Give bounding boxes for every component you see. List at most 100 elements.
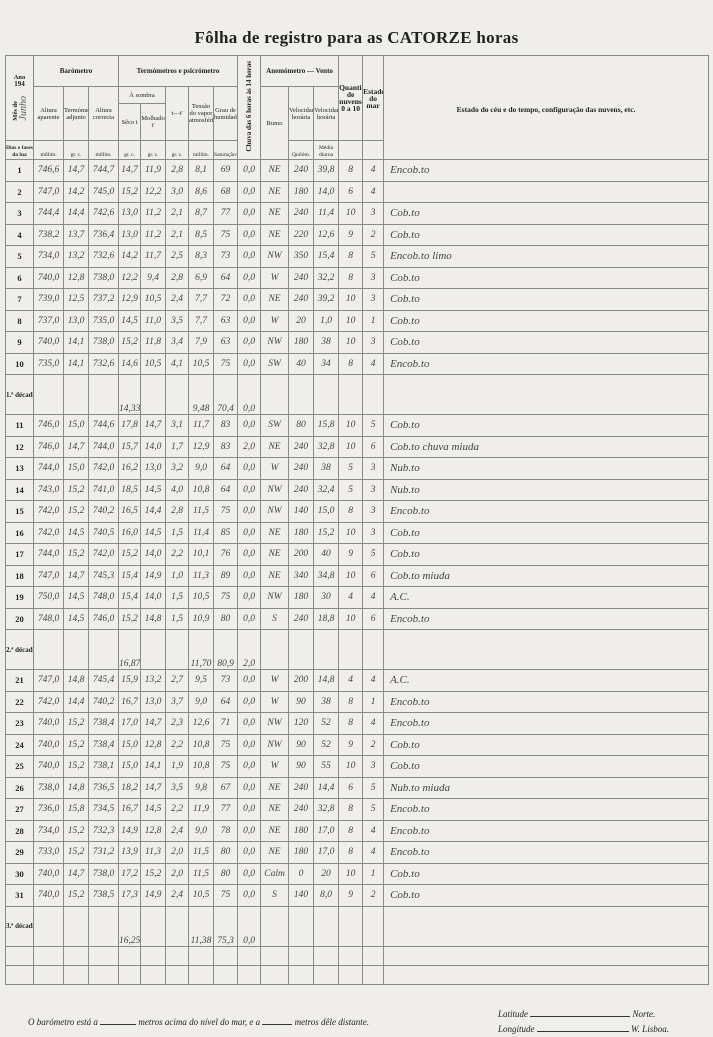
year-value: 194: [14, 79, 25, 88]
blank-row: [5, 945, 710, 966]
reading: 14,9: [140, 564, 167, 587]
reading: 64: [213, 266, 239, 289]
reading: 14,2: [118, 245, 142, 268]
reading: NE: [260, 564, 290, 587]
reading: 2: [362, 223, 385, 246]
sky-state: Encob.to: [383, 352, 710, 375]
sky-header: Estado do céu e do tempo, configuração d…: [383, 55, 710, 160]
reading: 220: [288, 223, 315, 246]
days-header: Dias e fases da lua: [5, 140, 34, 160]
reading: 75: [213, 755, 239, 778]
reading: 5: [362, 543, 385, 566]
reading: 738,0: [33, 776, 64, 799]
reading: 15,0: [63, 414, 89, 437]
reading: 742,0: [33, 690, 64, 713]
reading: 8: [338, 266, 364, 289]
empty-cell: [362, 905, 385, 947]
reading: 744,6: [87, 414, 120, 437]
reading: 32,4: [313, 478, 340, 501]
empty-cell: [338, 905, 364, 947]
empty-cell: [383, 964, 710, 985]
reading: 0,0: [237, 543, 262, 566]
day-number: 11: [5, 414, 34, 437]
reading: 15,2: [63, 500, 89, 523]
day-number: 6: [5, 266, 34, 289]
reading: 740,0: [33, 712, 64, 735]
reading: NE: [260, 521, 290, 544]
reading: 14,0: [140, 435, 167, 458]
reading: 15,8: [63, 798, 89, 821]
empty-cell: [313, 374, 340, 415]
reading: 5: [362, 245, 385, 268]
reading: Calm: [260, 862, 290, 885]
unit: gr. c.: [165, 140, 190, 160]
empty-cell: [5, 945, 34, 966]
reading: 63: [213, 331, 239, 354]
reading: 52: [313, 712, 340, 735]
empty-cell: [33, 629, 64, 670]
reading: NW: [260, 245, 290, 268]
reading: 10: [338, 862, 364, 885]
reading: 10,9: [188, 607, 215, 630]
reading: 9,0: [188, 690, 215, 713]
reading: 3: [362, 478, 385, 501]
footer-text: metros acima do nível do mar, e a: [138, 1017, 261, 1027]
reading: 13,9: [118, 841, 142, 864]
day-number: 1: [5, 159, 34, 182]
reading: 1,0: [313, 309, 340, 332]
reading: 10,5: [188, 884, 215, 907]
reading: 748,0: [87, 586, 120, 609]
reading: W: [260, 309, 290, 332]
reading: 741,0: [87, 478, 120, 501]
unit: millim.: [87, 140, 120, 160]
empty-cell: [87, 629, 120, 670]
reading: 67: [213, 776, 239, 799]
reading: 735,0: [33, 352, 64, 375]
day-number: 4: [5, 223, 34, 246]
reading: 15,2: [118, 607, 142, 630]
day-number: 3: [5, 202, 34, 225]
reading: 740,5: [87, 521, 120, 544]
empty-cell: [63, 945, 89, 966]
reading: SW: [260, 414, 290, 437]
reading: 2,0: [165, 862, 190, 885]
reading: 240: [288, 288, 315, 311]
reading: 15,2: [63, 884, 89, 907]
day-number: 17: [5, 543, 34, 566]
reading: 740,0: [33, 755, 64, 778]
reading: 340: [288, 564, 315, 587]
reading: SW: [260, 352, 290, 375]
reading: 14,7: [63, 862, 89, 885]
reading: 740,0: [33, 266, 64, 289]
decade-mean: 75,3: [213, 905, 239, 947]
reading: 90: [288, 690, 315, 713]
empty-cell: [288, 905, 315, 947]
reading: 90: [288, 755, 315, 778]
empty-cell: [33, 945, 64, 966]
day-number: 24: [5, 733, 34, 756]
day-row: 21 747,0 14,8 745,4 15,9 13,2 2,7 9,5 73 0,0 W 200 1…: [5, 669, 710, 692]
reading: 15,2: [63, 819, 89, 842]
reading: 750,0: [33, 586, 64, 609]
reading: S: [260, 607, 290, 630]
empty-cell: [140, 945, 167, 966]
reading: 10,5: [188, 352, 215, 375]
reading: 3: [362, 500, 385, 523]
day-number: 26: [5, 776, 34, 799]
sky-state: Nub.to: [383, 457, 710, 480]
rain-header: Chuva das 6 horas às 14 horas: [244, 61, 253, 152]
decade-mean: 14,33: [118, 374, 142, 415]
empty-cell: [87, 945, 120, 966]
clouds-header: Quantidade de nuvens 0 a 10: [338, 55, 364, 141]
sky-state: Cob.to: [383, 223, 710, 246]
reading: 12,2: [118, 266, 142, 289]
reading: 10: [338, 521, 364, 544]
reading: 738,1: [87, 755, 120, 778]
reading: 742,0: [87, 543, 120, 566]
day-row: 15 742,0 15,2 740,2 16,5 14,4 2,8 11,5 75 0,0 NW 14…: [5, 500, 710, 523]
reading: 68: [213, 180, 239, 203]
empty-cell: [260, 964, 290, 985]
col-header: Sêco t: [118, 103, 142, 141]
reading: 11,7: [188, 414, 215, 437]
reading: 3: [362, 202, 385, 225]
